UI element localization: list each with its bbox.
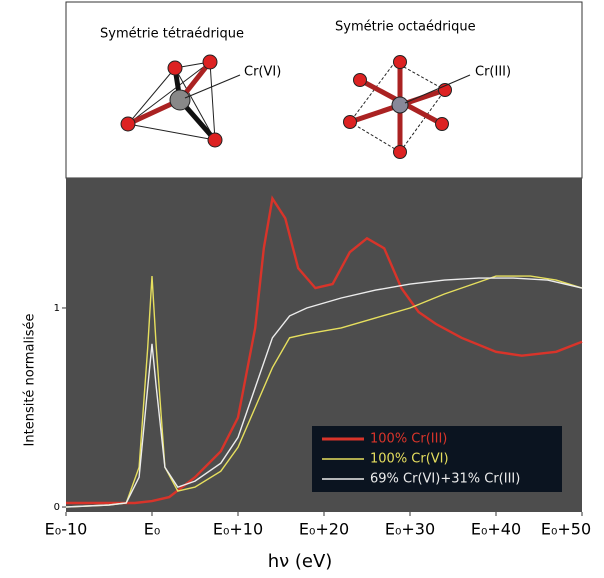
x-axis-label: hν (eV) (268, 551, 333, 572)
legend: 100% Cr(III) 100% Cr(VI) 69% Cr(VI)+31% Cr… (312, 426, 562, 492)
x-tick-label: E₀+10 (213, 520, 263, 539)
x-tick-label: E₀+20 (299, 520, 349, 539)
chart: Symétrie tétraédrique Symétrie octaédriq… (0, 0, 604, 574)
annotation: Symétrie octaédrique (335, 20, 476, 35)
x-tick-label: E₀+40 (471, 520, 521, 539)
annotation: Cr(III) (475, 65, 511, 80)
x-tick-label: E₀+30 (385, 520, 435, 539)
x-tick-label: E₀-10 (45, 520, 88, 539)
legend-label: 100% Cr(III) (370, 432, 447, 447)
x-tick-label: E₀+50 (541, 520, 591, 539)
y-tick-label: 1 (54, 303, 60, 314)
y-axis-label: Intensité normalisée (23, 314, 38, 447)
legend-label: 69% Cr(VI)+31% Cr(III) (370, 472, 520, 487)
annotation: Cr(VI) (244, 65, 281, 80)
legend-label: 100% Cr(VI) (370, 452, 449, 467)
y-tick-label: 0 (54, 502, 60, 513)
annotation: Symétrie tétraédrique (100, 27, 244, 42)
x-tick-label: E₀ (144, 520, 161, 539)
